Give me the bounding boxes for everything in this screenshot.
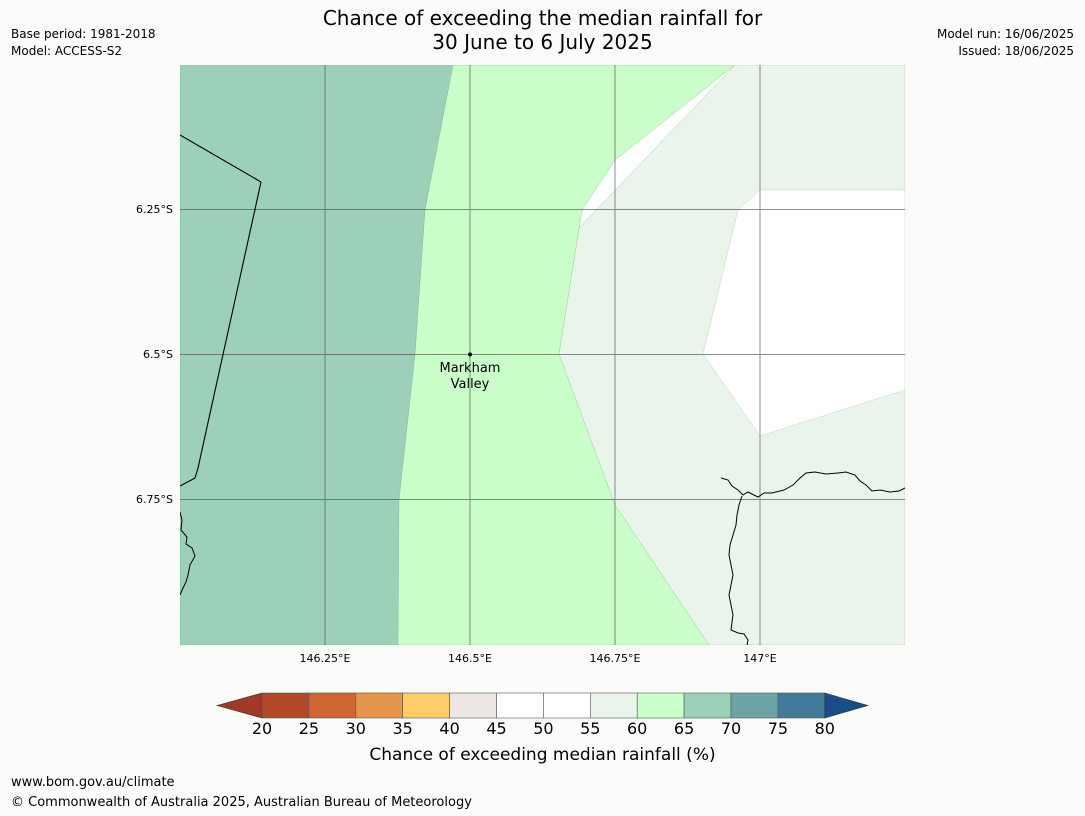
footer-copyright: © Commonwealth of Australia 2025, Austra… bbox=[11, 795, 472, 810]
issued-text: Issued: 18/06/2025 bbox=[958, 44, 1074, 58]
colorbar-segment bbox=[589, 692, 638, 719]
coastline-east bbox=[720, 471, 905, 498]
colorbar-tick-label: 35 bbox=[392, 719, 413, 738]
meta-left: Base period: 1981-2018 Model: ACCESS-S2 bbox=[11, 26, 156, 60]
colorbar-label: Chance of exceeding median rainfall (%) bbox=[369, 745, 716, 765]
colorbar-segment bbox=[496, 692, 544, 719]
model-run-text: Model run: 16/06/2025 bbox=[936, 27, 1074, 41]
place-label-line1: Markham bbox=[440, 361, 501, 376]
lon-tick-labels: 146.25°E 146.5°E 146.75°E 147°E bbox=[300, 652, 777, 665]
river-line bbox=[728, 495, 749, 645]
province-border bbox=[180, 134, 262, 487]
colorbar-tick-label: 45 bbox=[486, 719, 507, 738]
colorbar-segment bbox=[543, 692, 591, 719]
lat-tick-labels: 6.25°S 6.5°S 6.75°S bbox=[136, 203, 173, 506]
lat-tick-label: 6.25°S bbox=[136, 203, 173, 216]
colorbar-segment bbox=[355, 692, 403, 719]
place-label-line2: Valley bbox=[451, 377, 490, 392]
colorbar-segment bbox=[261, 692, 310, 719]
colorbar-tick-label: 75 bbox=[767, 719, 789, 738]
chart-title: Chance of exceeding the median rainfall … bbox=[0, 6, 1085, 54]
colorbar-segment bbox=[449, 692, 497, 719]
title-line-2: 30 June to 6 July 2025 bbox=[432, 30, 653, 54]
lon-tick-label: 146.25°E bbox=[300, 652, 351, 665]
lon-tick-label: 146.75°E bbox=[590, 652, 641, 665]
footer-url: www.bom.gov.au/climate bbox=[11, 775, 175, 790]
lat-tick-label: 6.75°S bbox=[136, 493, 173, 506]
lon-tick-label: 147°E bbox=[743, 652, 776, 665]
colorbar-segment bbox=[730, 692, 779, 719]
colorbar-segment bbox=[308, 692, 357, 719]
colorbar-segment bbox=[683, 692, 732, 719]
colorbar-under-arrow bbox=[215, 692, 263, 719]
meta-right: Model run: 16/06/2025 Issued: 18/06/2025 bbox=[937, 26, 1074, 60]
map-area: Markham Valley bbox=[180, 65, 905, 645]
title-line-1: Chance of exceeding the median rainfall … bbox=[322, 6, 763, 30]
colorbar-tick-label: 25 bbox=[298, 719, 320, 738]
lat-tick-label: 6.5°S bbox=[143, 348, 173, 361]
colorbar-tick-label: 30 bbox=[345, 719, 366, 738]
colorbar bbox=[215, 692, 870, 719]
coastline-west bbox=[180, 511, 196, 596]
lon-tick-label: 146.5°E bbox=[448, 652, 492, 665]
graticule bbox=[180, 65, 905, 645]
colorbar-tick-label: 20 bbox=[251, 719, 273, 738]
colorbar-segment bbox=[402, 692, 450, 719]
colorbar-segment bbox=[777, 692, 826, 719]
colorbar-over-arrow bbox=[824, 692, 870, 719]
colorbar-tick-label: 55 bbox=[580, 719, 601, 738]
markham-valley-marker bbox=[468, 352, 472, 357]
colorbar-tick-label: 70 bbox=[720, 719, 742, 738]
model-text: Model: ACCESS-S2 bbox=[11, 44, 123, 58]
colorbar-tick-label: 80 bbox=[814, 719, 835, 738]
colorbar-tick-labels: 20 25 30 35 40 45 50 55 60 65 70 75 80 bbox=[0, 719, 1085, 739]
colorbar-segment bbox=[636, 692, 685, 719]
colorbar-tick-label: 60 bbox=[627, 719, 648, 738]
base-period-text: Base period: 1981-2018 bbox=[11, 27, 156, 41]
colorbar-tick-label: 40 bbox=[439, 719, 460, 738]
colorbar-tick-label: 65 bbox=[673, 719, 695, 738]
colorbar-tick-label: 50 bbox=[533, 719, 554, 738]
